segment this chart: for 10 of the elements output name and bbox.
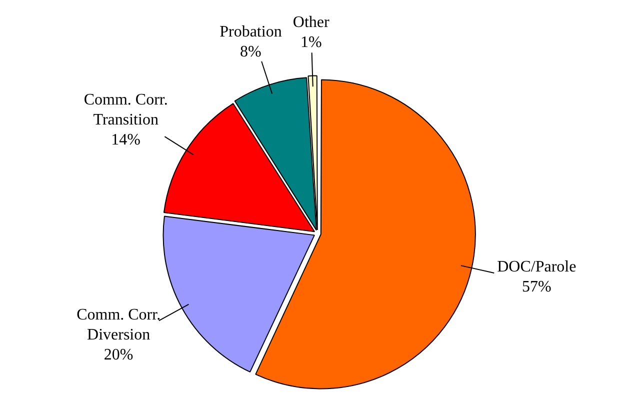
slice-label: DOC/Parole xyxy=(497,258,576,276)
slice-label: Comm. Corr. Diversion xyxy=(76,306,161,344)
slice-label: Other xyxy=(292,14,330,31)
slice-label: Comm. Corr. Transition xyxy=(84,92,168,129)
slice-label: Probation xyxy=(220,24,282,41)
data-label: 14% xyxy=(111,132,140,149)
data-label: 57% xyxy=(522,278,552,296)
data-label: 1% xyxy=(300,34,322,51)
data-label: 20% xyxy=(104,346,134,364)
data-label: 8% xyxy=(240,44,262,61)
